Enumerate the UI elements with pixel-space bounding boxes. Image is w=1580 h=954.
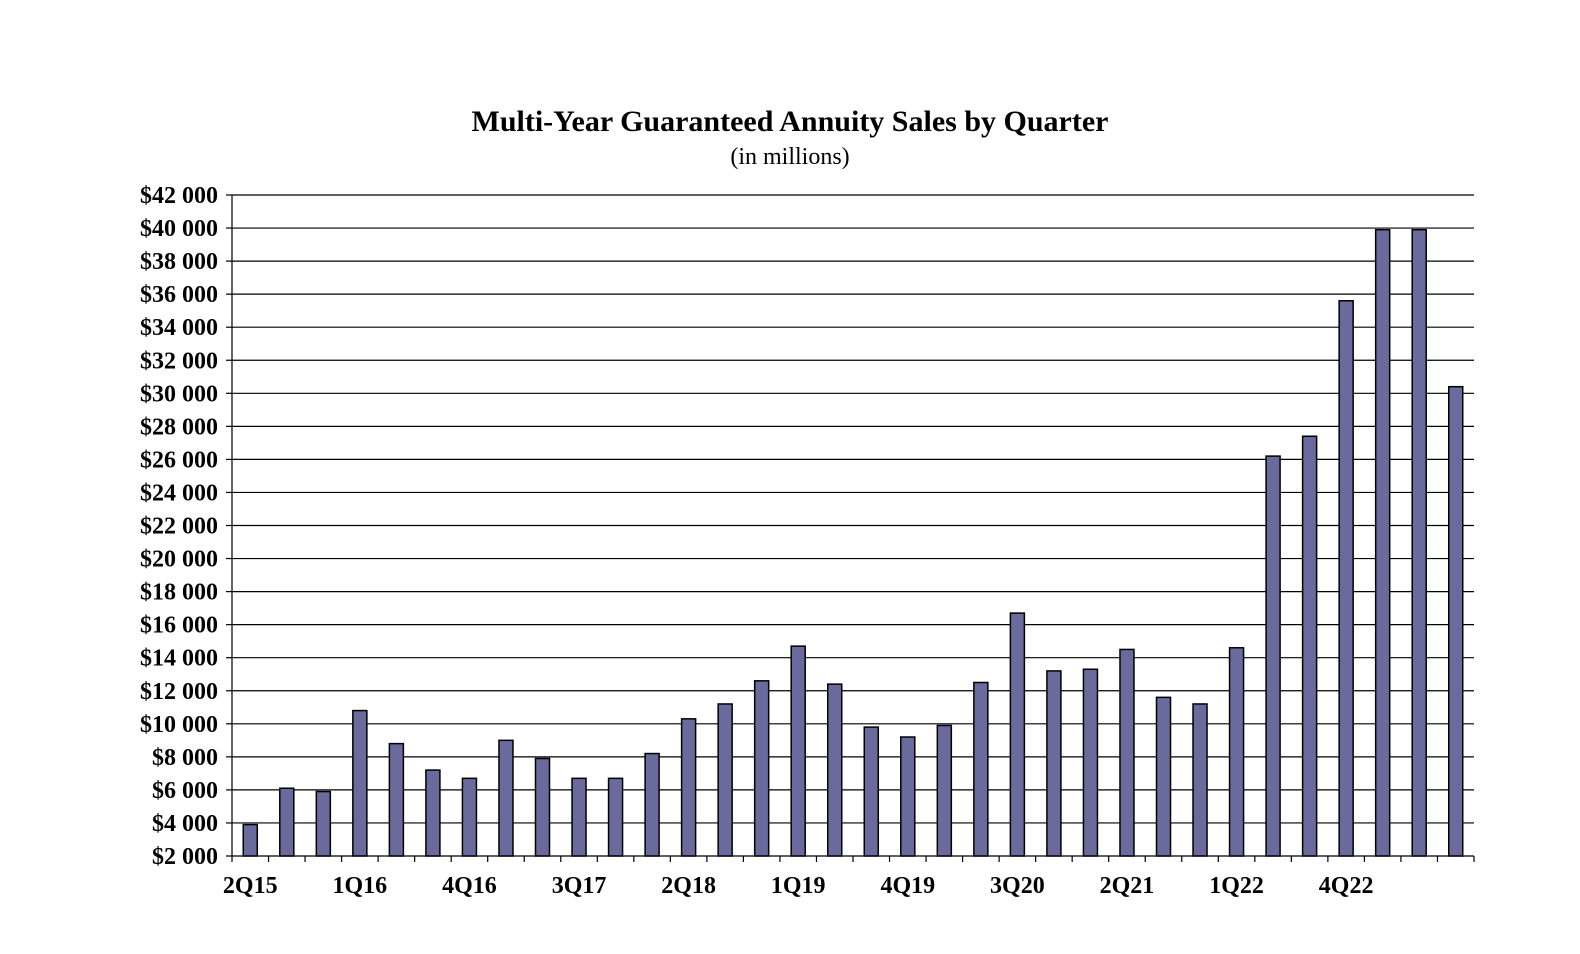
bar-1Q19 [790,645,806,857]
bar-3Q16 [425,769,441,857]
bar-3Q15 [279,787,295,857]
y-tick-label: $26 000 [140,447,218,473]
x-tick-label: 4Q19 [880,873,935,899]
chart-title: Multi-Year Guaranteed Annuity Sales by Q… [472,105,1109,138]
x-tick-label: 2Q18 [661,873,716,899]
bar-1Q18 [644,752,660,857]
bar-2Q19 [826,683,843,857]
y-axis-labels: $2 000 $4 000 $6 000 $8 000 $10 000 $12 000 $1… [140,183,218,870]
bar-4Q15 [315,790,332,857]
bar-3Q18 [717,703,733,857]
bar-4Q21 [1192,703,1208,857]
x-tick-label: 1Q19 [771,873,826,899]
y-tick-label: $36 000 [140,282,218,308]
bar-1Q17 [498,739,514,857]
bar-3Q22 [1301,435,1318,857]
y-tick-label: $12 000 [140,679,218,705]
bar-1Q16 [352,709,368,857]
bar-3Q19 [863,726,880,857]
x-tick-label: 3Q20 [990,873,1045,899]
y-tick-label: $34 000 [140,315,218,341]
bar-1Q23 [1374,228,1391,857]
y-tick-label: $6 000 [152,778,218,804]
x-tick-label: 4Q22 [1319,873,1374,899]
y-tick-label: $16 000 [140,613,218,639]
bar-3Q23 [1447,385,1464,857]
x-axis-labels: 2Q15 1Q16 4Q16 3Q17 2Q18 1Q19 4Q19 3Q20 2Q21 1Q22… [223,873,1374,899]
bar-2Q17 [534,757,551,857]
bars [242,228,1464,857]
y-tick-label: $20 000 [140,547,218,573]
bar-4Q17 [607,777,624,857]
y-tick-label: $42 000 [140,183,218,209]
bar-2Q20 [973,681,989,857]
bar-2Q21 [1119,648,1135,857]
bar-2Q16 [388,742,405,857]
bar-3Q17 [571,777,587,857]
bar-4Q18 [753,680,770,857]
bar-3Q20 [1009,612,1026,857]
bar-1Q21 [1082,668,1099,857]
bar-2Q23 [1411,228,1427,857]
y-tick-label: $4 000 [152,811,218,837]
gridlines [226,194,1475,862]
bar-4Q19 [900,736,916,857]
bar-4Q22 [1338,300,1354,857]
x-tick-label: 3Q17 [552,873,607,899]
y-tick-label: $22 000 [140,514,218,540]
bar-4Q16 [461,777,478,857]
x-tick-label: 1Q22 [1209,873,1264,899]
y-tick-label: $14 000 [140,646,218,672]
bar-2Q18 [680,718,697,857]
bar-1Q22 [1228,647,1245,857]
bar-2Q22 [1265,455,1281,857]
bar-4Q20 [1046,670,1062,857]
bar-1Q20 [936,724,953,857]
y-tick-label: $10 000 [140,712,218,738]
x-tick-label: 2Q21 [1100,873,1155,899]
x-tick-label: 1Q16 [333,873,388,899]
y-tick-label: $40 000 [140,216,218,242]
y-tick-label: $38 000 [140,249,218,275]
x-tick-label: 4Q16 [442,873,497,899]
bar-3Q21 [1155,696,1172,857]
y-tick-label: $2 000 [152,844,218,870]
y-tick-label: $32 000 [140,348,218,374]
y-tick-label: $8 000 [152,745,218,771]
y-tick-label: $24 000 [140,480,218,506]
y-tick-label: $18 000 [140,580,218,606]
chart-subtitle: (in millions) [730,144,849,170]
x-tick-label: 2Q15 [223,873,278,899]
y-tick-label: $28 000 [140,414,218,440]
bar-2Q15 [242,823,259,857]
y-tick-label: $30 000 [140,381,218,407]
